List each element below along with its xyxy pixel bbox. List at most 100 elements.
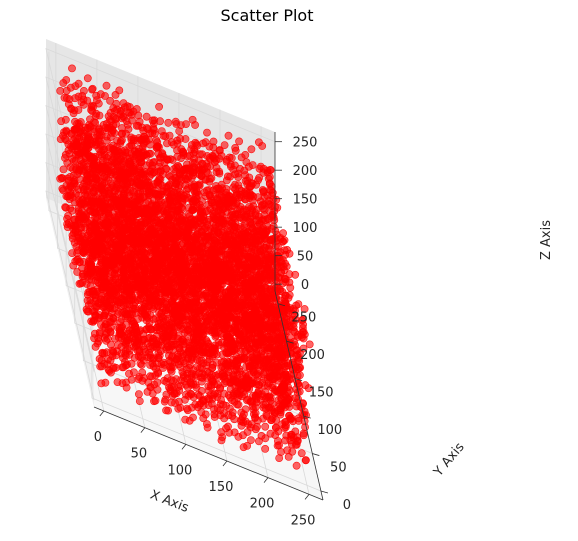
scatter-point	[198, 208, 207, 217]
scatter-point	[211, 203, 220, 212]
scatter-point	[262, 284, 271, 292]
scatter-point	[278, 256, 287, 264]
scatter-point	[93, 244, 101, 253]
scatter-point	[292, 301, 300, 310]
scatter-point	[112, 296, 121, 305]
scatter-point	[156, 347, 165, 355]
scatter-point	[181, 267, 190, 275]
scatter-point	[122, 117, 131, 125]
scatter-point	[104, 247, 112, 256]
scatter-point	[118, 322, 126, 331]
scatter-point	[66, 204, 75, 213]
scatter-point	[155, 162, 164, 171]
scatter-point	[222, 185, 231, 193]
scatter-point	[172, 217, 181, 226]
scatter-point	[105, 285, 114, 294]
scatter-point	[179, 147, 187, 156]
scatter-point	[89, 208, 97, 216]
scatter-point	[75, 133, 84, 142]
scatter-point	[142, 137, 151, 146]
scatter-point	[134, 121, 143, 130]
scatter-point	[147, 206, 155, 215]
scatter-point	[242, 206, 251, 215]
scatter-point	[251, 425, 260, 434]
scatter-point	[146, 149, 155, 158]
scatter-point	[252, 180, 260, 189]
scatter-point	[62, 76, 71, 84]
scatter-point	[66, 172, 74, 181]
scatter-point	[192, 259, 201, 267]
scatter-point	[157, 285, 166, 294]
scatter-point	[238, 255, 246, 264]
scatter-point	[68, 154, 77, 163]
scatter-point	[276, 287, 285, 296]
scatter-point	[226, 162, 235, 171]
scatter-point	[155, 102, 163, 111]
scatter-point	[254, 216, 263, 225]
scatter-point	[191, 121, 199, 129]
scatter-point	[124, 221, 133, 229]
scatter-point	[172, 193, 181, 201]
scatter-point	[235, 137, 243, 146]
scatter-point	[158, 150, 166, 159]
scatter-point	[108, 126, 117, 135]
scatter-point	[121, 148, 130, 157]
scatter-point	[86, 115, 94, 124]
scatter-point	[202, 318, 211, 326]
scatter-point	[256, 247, 265, 256]
scatter-point	[137, 154, 146, 162]
scatter-point	[234, 169, 242, 178]
scatter-point	[115, 330, 124, 338]
x-gridline	[55, 43, 105, 412]
scatter-point	[78, 213, 87, 222]
scatter-point	[100, 311, 109, 320]
scatter-point	[104, 161, 113, 170]
scatter-point	[210, 239, 219, 248]
scatter-point	[88, 85, 96, 94]
scatter-point	[113, 240, 121, 249]
scatter-point	[286, 415, 295, 424]
scatter-point	[92, 91, 101, 100]
scatter-point	[232, 265, 240, 274]
scatter-point	[113, 136, 122, 145]
scatter-point	[159, 358, 168, 367]
scatter-point	[254, 371, 262, 380]
scatter-point	[69, 165, 77, 173]
scatter-point	[177, 232, 186, 241]
scatter-point	[139, 255, 148, 264]
scatter-point	[261, 444, 270, 453]
scatter-point	[280, 236, 289, 245]
scatter-point	[137, 281, 145, 290]
scatter-point	[124, 309, 133, 318]
scatter-point	[244, 395, 252, 404]
scatter-point	[122, 336, 131, 345]
scatter-point	[101, 260, 110, 269]
scatter-point	[175, 127, 184, 136]
scatter-point	[150, 213, 159, 221]
scatter-point	[174, 322, 182, 331]
scatter-point	[247, 339, 256, 348]
scatter-point	[218, 261, 227, 270]
scatter-point	[174, 360, 183, 369]
scatter-point	[115, 256, 123, 265]
scatter-point	[284, 452, 293, 461]
scatter-point	[181, 216, 189, 225]
scatter-point	[264, 174, 273, 183]
scatter-point	[149, 315, 158, 324]
scatter-point	[96, 163, 105, 172]
scatter-point	[118, 232, 127, 241]
scatter-point	[96, 209, 104, 217]
scatter-point	[156, 117, 164, 126]
scatter-point	[140, 212, 149, 221]
scatter-point	[134, 177, 143, 186]
scatter-point	[196, 248, 205, 256]
scatter-point	[164, 118, 173, 127]
scatter-point	[69, 109, 78, 118]
scatter-point	[197, 197, 206, 206]
scatter-point	[280, 299, 289, 308]
scatter-point	[203, 128, 211, 137]
scatter-point	[124, 204, 132, 213]
scatter-point	[68, 64, 76, 73]
scatter-point	[213, 284, 222, 293]
